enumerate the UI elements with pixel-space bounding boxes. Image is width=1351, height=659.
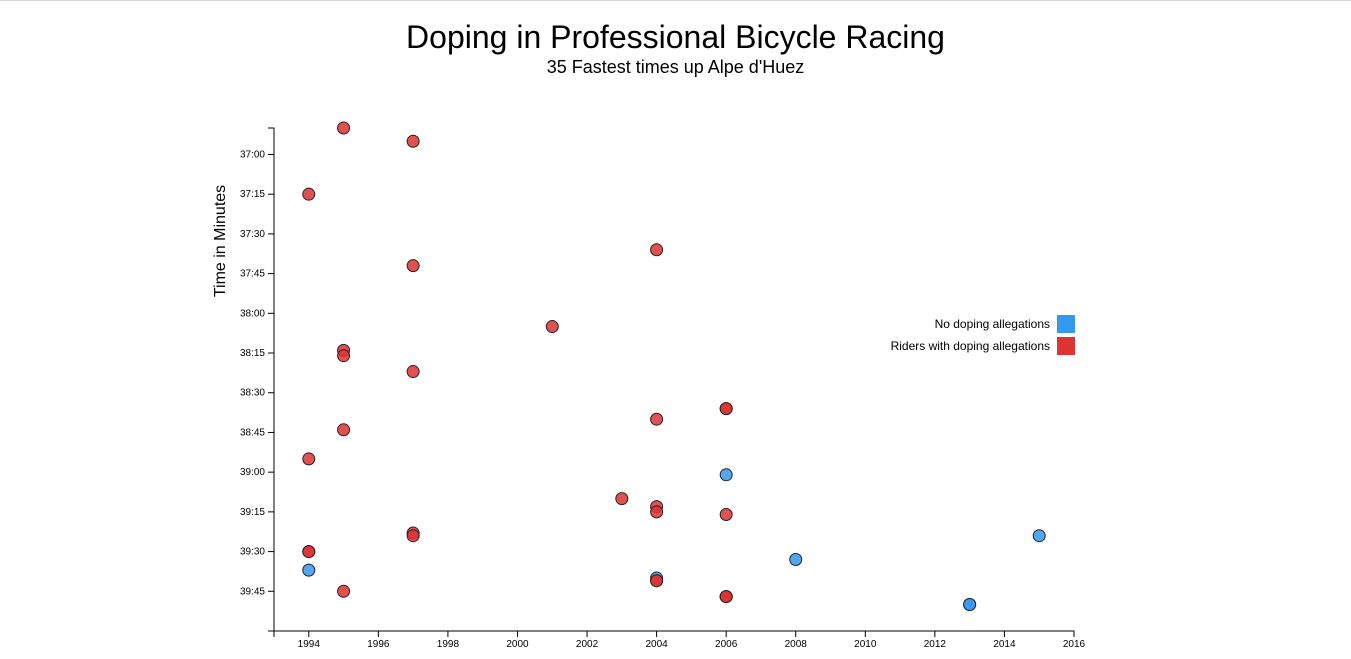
y-tick-label: 38:30 — [240, 388, 265, 399]
y-axis: 37:00 37:15 37:30 37:45 38:00 38:15 38:30 38:45… — [240, 127, 275, 632]
chart-title: Doping in Professional Bicycle Racing — [406, 19, 945, 55]
y-tick-label: 39:15 — [240, 507, 265, 518]
y-tick-label: 37:45 — [240, 269, 265, 280]
data-point[interactable] — [1032, 529, 1046, 543]
x-tick-label: 1998 — [437, 639, 460, 650]
chart-subtitle: 35 Fastest times up Alpe d'Huez — [546, 57, 805, 77]
data-point[interactable] — [337, 584, 351, 598]
data-point[interactable] — [650, 505, 664, 519]
data-point[interactable] — [545, 320, 559, 334]
y-tick-label: 39:45 — [240, 586, 265, 597]
y-axis-line — [268, 127, 275, 632]
x-tick-label: 2004 — [645, 639, 668, 650]
legend-swatch — [1057, 337, 1075, 355]
data-point[interactable] — [963, 598, 977, 612]
x-tick-label: 1996 — [367, 639, 390, 650]
x-tick-label: 2010 — [854, 639, 877, 650]
y-tick-label: 37:30 — [240, 229, 265, 240]
y-tick-label: 39:00 — [240, 467, 265, 478]
y-tick-label: 38:15 — [240, 348, 265, 359]
legend-swatch — [1057, 315, 1075, 333]
data-point[interactable] — [650, 574, 664, 588]
data-point[interactable] — [302, 452, 316, 466]
data-point[interactable] — [789, 553, 803, 567]
x-tick-label: 2006 — [715, 639, 738, 650]
data-point[interactable] — [719, 508, 733, 522]
x-tick-label: 2014 — [993, 639, 1016, 650]
data-point[interactable] — [650, 243, 664, 257]
data-point[interactable] — [615, 492, 629, 506]
data-point[interactable] — [650, 412, 664, 426]
data-point[interactable] — [719, 402, 733, 416]
data-point[interactable] — [302, 563, 316, 577]
data-point[interactable] — [337, 121, 351, 135]
data-points — [302, 121, 1046, 612]
data-point[interactable] — [302, 545, 316, 559]
y-tick-label: 37:00 — [240, 149, 265, 160]
y-axis-title: Time in Minutes — [212, 185, 229, 297]
y-tick-label: 38:45 — [240, 427, 265, 438]
legend: No doping allegations Riders with doping … — [891, 315, 1075, 355]
x-tick-label: 2012 — [924, 639, 947, 650]
legend-label: No doping allegations — [935, 317, 1050, 331]
data-point[interactable] — [406, 529, 420, 543]
y-tick-label: 37:15 — [240, 189, 265, 200]
data-point[interactable] — [337, 349, 351, 363]
x-axis-line — [273, 630, 1075, 637]
x-tick-label: 2016 — [1063, 639, 1086, 650]
data-point[interactable] — [719, 590, 733, 604]
data-point[interactable] — [337, 423, 351, 437]
x-tick-label: 1994 — [298, 639, 321, 650]
y-tick-label: 38:00 — [240, 308, 265, 319]
x-axis: 1994 1996 1998 2000 2002 2004 2006 2008 2010 2012… — [273, 630, 1086, 650]
legend-label: Riders with doping allegations — [891, 339, 1050, 353]
x-tick-label: 2008 — [785, 639, 808, 650]
data-point[interactable] — [719, 468, 733, 482]
y-tick-label: 39:30 — [240, 547, 265, 558]
data-point[interactable] — [406, 259, 420, 273]
data-point[interactable] — [406, 365, 420, 379]
x-tick-label: 2000 — [506, 639, 529, 650]
data-point[interactable] — [406, 134, 420, 148]
x-tick-label: 2002 — [576, 639, 599, 650]
data-point[interactable] — [302, 187, 316, 201]
